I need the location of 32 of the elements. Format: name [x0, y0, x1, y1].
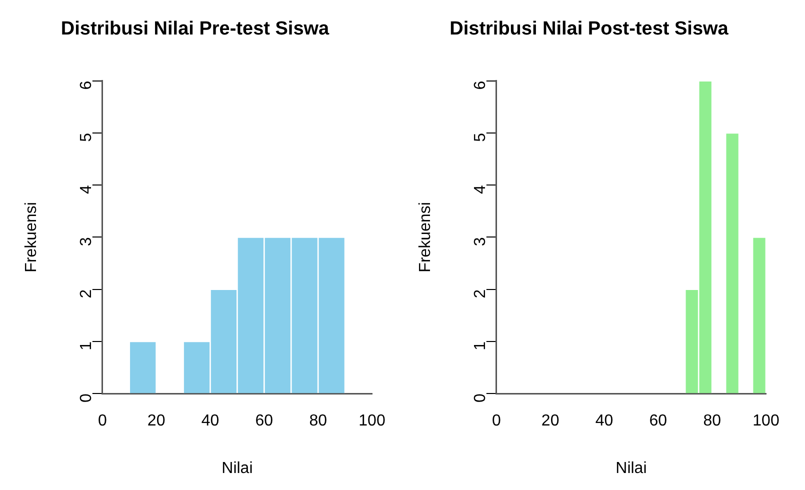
x-axis-title: Nilai [616, 460, 647, 477]
x-tick-label: 40 [595, 412, 614, 430]
chart-title: Distribusi Nilai Pre-test Siswa [60, 18, 330, 40]
x-tick-label: 60 [255, 412, 274, 430]
y-tick-label: 2 [78, 289, 95, 298]
x-tick-label: 20 [541, 412, 560, 430]
y-tick-label: 4 [78, 184, 95, 194]
x-tick-label: 100 [752, 412, 780, 430]
x-tick-label: 100 [358, 412, 386, 430]
y-tick-label: 5 [78, 132, 95, 142]
chart-title: Distribusi Nilai Post-test Siswa [450, 18, 729, 40]
y-tick-label: 2 [472, 289, 489, 298]
y-tick-label: 5 [472, 132, 489, 142]
x-tick-label: 0 [492, 412, 501, 430]
y-tick-label: 6 [472, 80, 489, 90]
y-tick-label: 3 [472, 237, 489, 246]
y-tick-label: 0 [472, 394, 489, 403]
y-tick-label: 3 [78, 237, 95, 246]
x-tick-label: 20 [147, 412, 166, 430]
y-axis-title: Frekuensi [23, 202, 40, 272]
y-tick-label: 1 [78, 341, 95, 350]
x-tick-label: 0 [98, 412, 107, 430]
x-tick-label: 80 [309, 412, 328, 430]
y-tick-label: 0 [78, 394, 95, 403]
y-tick-label: 6 [78, 80, 95, 90]
x-axis-title: Nilai [222, 460, 253, 477]
y-tick-label: 4 [472, 184, 489, 194]
x-tick-label: 80 [703, 412, 722, 430]
x-tick-label: 60 [649, 412, 668, 430]
y-tick-label: 1 [472, 341, 489, 350]
y-axis-title: Frekuensi [417, 202, 434, 272]
x-tick-label: 40 [201, 412, 220, 430]
